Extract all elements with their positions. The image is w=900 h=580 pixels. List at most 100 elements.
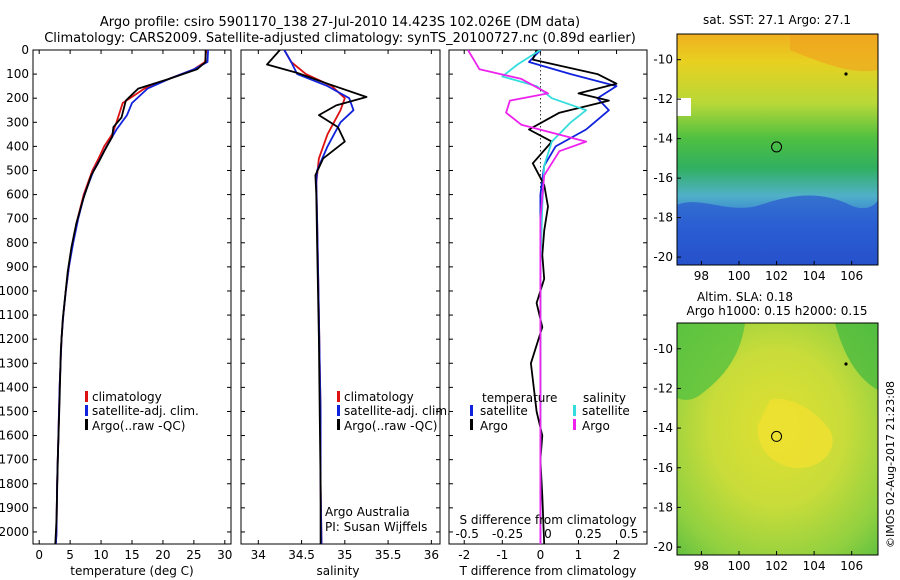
legend-label-s-argo: Argo <box>582 419 610 433</box>
sst-lat-axis: -10 -12 -14 -16 -18 -20 <box>653 53 681 264</box>
sst-profile-marker <box>771 141 783 153</box>
lat-tick-label: -20 <box>653 540 673 554</box>
figure-title-line1: Argo profile: csiro 5901170_138 27-Jul-2… <box>100 15 580 30</box>
lon-tick-label: 104 <box>803 269 826 283</box>
legend-title-temperature: temperature <box>482 391 557 405</box>
legend-label-argo: Argo(..raw -QC) <box>344 419 437 433</box>
salinity-depth-ticks <box>241 49 440 533</box>
x-tick-label: 0 <box>537 548 545 562</box>
series-line-argo-raw-qc- <box>266 50 368 544</box>
depth-tick-label: 1800 <box>0 477 29 491</box>
x-tick-label: 1 <box>575 548 583 562</box>
figure-title-line2: Climatology: CARS2009. Satellite-adjuste… <box>44 31 636 46</box>
lat-tick-label: -12 <box>653 381 673 395</box>
salinity-xlabel: salinity <box>316 564 359 578</box>
depth-tick-label: 900 <box>6 260 29 274</box>
depth-tick-label: 100 <box>6 67 29 81</box>
salinity-annotation-line2: PI: Susan Wijffels <box>325 520 427 534</box>
x-tick-label: 2 <box>613 548 621 562</box>
salinity-panel: 34 34.5 35 35.5 36 salinity climatology sate… <box>240 49 451 578</box>
x-tick-label: -2 <box>458 548 470 562</box>
sla-axes-box <box>676 322 879 556</box>
sla-island-dot <box>844 362 848 366</box>
imos-stamp: ©IMOS 02-Aug-2017 21:23:08 <box>884 381 897 548</box>
lat-tick-label: -12 <box>653 92 673 106</box>
sla-map-panel: Altim. SLA: 0.18 Argo h1000: 0.15 h2000:… <box>653 290 879 573</box>
sst-land-mask <box>677 98 691 116</box>
salinity-annotation-line1: Argo Australia <box>325 505 410 519</box>
sla-high-region <box>757 399 833 469</box>
lon-tick-label: 98 <box>694 559 709 573</box>
sst-warm-patch <box>790 34 878 72</box>
x-tick-label: 0 <box>35 548 43 562</box>
difference-x-axis: -2 -1 0 1 2 <box>458 50 620 562</box>
s-difference-tick-labels: -0.5 -0.25 0 0.25 0.5 <box>455 527 638 541</box>
s-tick-label: 0 <box>544 527 552 541</box>
sst-lon-axis: 98 100 102 104 106 <box>694 261 863 283</box>
s-difference-title: S difference from climatology <box>460 513 637 527</box>
lat-tick-label: -14 <box>653 421 673 435</box>
legend-label-s-satellite: satellite <box>582 404 630 418</box>
x-tick-label: 35 <box>337 548 352 562</box>
s-tick-label: -0.25 <box>492 527 523 541</box>
legend-title-salinity: salinity <box>583 391 626 405</box>
depth-tick-label: 1300 <box>0 356 29 370</box>
depth-tick-label: 400 <box>6 139 29 153</box>
difference-depth-ticks <box>449 49 647 533</box>
sla-lon-axis: 98 100 102 104 106 <box>694 551 863 573</box>
legend-label-satellite: satellite-adj. clim. <box>344 404 451 418</box>
depth-tick-label: 1600 <box>0 429 29 443</box>
temperature-x-axis: 0 5 10 15 20 25 30 <box>35 50 232 562</box>
lat-tick-label: -16 <box>653 171 673 185</box>
temperature-legend: climatology satellite-adj. clim. Argo(..… <box>85 390 199 433</box>
s-tick-label: 0.25 <box>575 527 602 541</box>
t-difference-xlabel: T difference from climatology <box>459 564 637 578</box>
sla-profile-marker <box>771 430 783 442</box>
difference-axes-box <box>448 49 648 545</box>
s-tick-label: -0.5 <box>455 527 478 541</box>
lon-tick-label: 100 <box>728 269 751 283</box>
lat-tick-label: -18 <box>653 211 673 225</box>
sla-map-subtitle: Argo h1000: 0.15 h2000: 0.15 <box>687 304 868 318</box>
difference-panel: -2 -1 0 1 2 S difference from climatology -0… <box>448 49 648 578</box>
series-line-t-argo <box>528 50 618 544</box>
x-tick-label: 20 <box>155 548 170 562</box>
sla-map-title: Altim. SLA: 0.18 <box>697 290 793 304</box>
series-line-climatology <box>283 50 346 544</box>
temperature-lines <box>54 50 209 544</box>
x-tick-label: 25 <box>186 548 201 562</box>
x-tick-label: 10 <box>93 548 108 562</box>
lon-tick-label: 98 <box>694 269 709 283</box>
x-tick-label: 35.5 <box>375 548 402 562</box>
depth-tick-label: 700 <box>6 212 29 226</box>
depth-tick-label: 1100 <box>0 308 29 322</box>
sst-island-dot <box>844 72 848 76</box>
lon-tick-label: 106 <box>840 559 863 573</box>
legend-swatch-argo <box>337 419 340 430</box>
legend-swatch-climatology <box>337 391 340 402</box>
legend-swatch-t-argo <box>470 419 473 430</box>
difference-legend: temperature satellite Argo salinity sate… <box>470 391 630 433</box>
depth-tick-label: 1400 <box>0 380 29 394</box>
lat-tick-label: -14 <box>653 132 673 146</box>
depth-tick-label: 2000 <box>0 525 29 539</box>
difference-lines <box>467 50 618 544</box>
depth-tick-label: 300 <box>6 115 29 129</box>
legend-swatch-argo <box>85 419 88 430</box>
series-line-argo-raw-qc- <box>54 50 207 544</box>
depth-tick-label: 1200 <box>0 332 29 346</box>
salinity-axes-box <box>240 49 441 545</box>
s-tick-label: 0.5 <box>619 527 638 541</box>
salinity-legend: climatology satellite-adj. clim. Argo(..… <box>337 390 451 433</box>
sst-map-title: sat. SST: 27.1 Argo: 27.1 <box>703 13 851 27</box>
legend-swatch-satellite <box>337 405 340 416</box>
temperature-panel: 0100200300400500600700800900100011001200… <box>0 43 232 578</box>
depth-tick-label: 800 <box>6 236 29 250</box>
lon-tick-label: 102 <box>765 269 788 283</box>
lat-tick-label: -10 <box>653 53 673 67</box>
series-line-satellite-adj-clim- <box>55 50 209 544</box>
legend-label-climatology: climatology <box>92 390 162 404</box>
legend-swatch-s-argo <box>573 419 576 430</box>
series-line-climatology <box>55 50 208 544</box>
